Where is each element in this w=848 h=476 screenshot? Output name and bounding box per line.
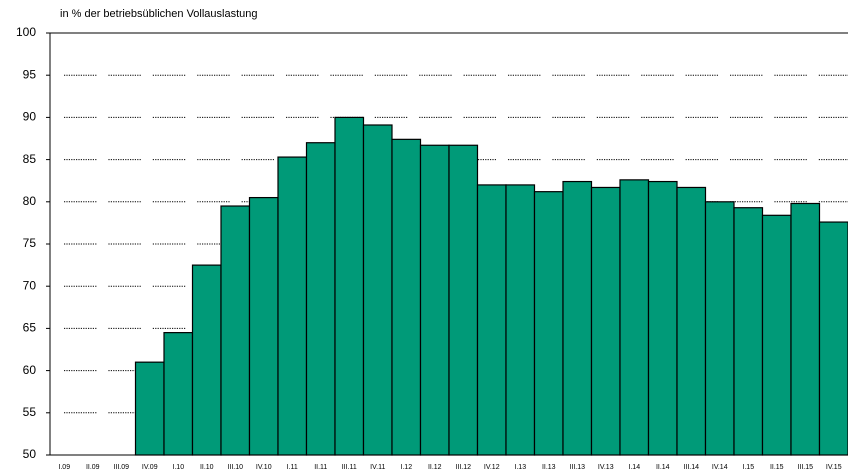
x-tick-label: IV.14 — [712, 464, 728, 471]
bar — [704, 201, 735, 456]
bar — [362, 124, 393, 456]
x-tick-label: II.11 — [314, 464, 327, 471]
bar — [647, 180, 678, 456]
bar — [818, 221, 848, 456]
bar — [676, 186, 707, 456]
x-tick-label: I.10 — [172, 464, 184, 471]
y-tick-label: 95 — [23, 67, 37, 81]
bar — [761, 214, 792, 456]
x-tick-label: IV.11 — [370, 464, 385, 471]
x-tick-label: I.11 — [287, 464, 298, 471]
bar — [562, 180, 593, 456]
x-tick-label: I.15 — [742, 464, 754, 471]
y-tick-label: 90 — [23, 110, 37, 124]
x-tick-label: III.13 — [569, 464, 585, 471]
chart-title: in % der betriebsüblichen Vollauslastung — [60, 8, 258, 20]
x-tick-label: II.12 — [428, 464, 442, 471]
x-tick-label: IV.09 — [142, 464, 158, 471]
bar — [305, 142, 336, 456]
y-tick-label: 80 — [23, 194, 37, 208]
x-tick-label: II.15 — [770, 464, 784, 471]
x-tick-label: III.14 — [683, 464, 699, 471]
x-tick-label: IV.10 — [256, 464, 272, 471]
x-tick-label: I.09 — [58, 464, 70, 471]
x-tick-label: IV.15 — [826, 464, 842, 471]
bar — [590, 186, 621, 456]
bar — [391, 138, 422, 456]
bar — [248, 196, 279, 456]
x-tick-label: III.12 — [455, 464, 471, 471]
x-tick-label: II.09 — [86, 464, 100, 471]
x-tick-label: IV.12 — [484, 464, 500, 471]
bar — [334, 116, 365, 456]
bar — [619, 179, 650, 456]
x-tick-label: I.12 — [400, 464, 412, 471]
y-tick-label: 100 — [16, 25, 36, 39]
x-tick-label: II.10 — [200, 464, 214, 471]
bar — [533, 191, 564, 456]
x-tick-label: III.15 — [797, 464, 813, 471]
bar — [733, 207, 764, 456]
bar — [220, 205, 251, 456]
x-tick-label: III.09 — [113, 464, 129, 471]
bar — [476, 184, 507, 456]
x-tick-label: I.13 — [514, 464, 526, 471]
x-tick-label: II.13 — [542, 464, 556, 471]
x-tick-label: II.14 — [656, 464, 670, 471]
y-tick-label: 85 — [23, 152, 37, 166]
bar — [277, 156, 308, 456]
x-tick-label: IV.13 — [598, 464, 614, 471]
bar — [790, 202, 821, 456]
bar — [191, 264, 222, 456]
y-tick-label: 70 — [23, 278, 37, 292]
y-tick-label: 50 — [23, 447, 37, 461]
bar — [448, 144, 479, 456]
y-tick-label: 75 — [23, 236, 37, 250]
bar — [163, 332, 194, 456]
bar — [505, 184, 536, 456]
bar — [419, 144, 450, 456]
y-tick-label: 60 — [23, 363, 37, 377]
bar — [134, 361, 165, 456]
y-tick-label: 65 — [23, 321, 37, 335]
x-tick-label: III.11 — [342, 464, 357, 471]
x-tick-label: I.14 — [628, 464, 640, 471]
y-tick-label: 55 — [23, 405, 37, 419]
x-tick-label: III.10 — [227, 464, 243, 471]
